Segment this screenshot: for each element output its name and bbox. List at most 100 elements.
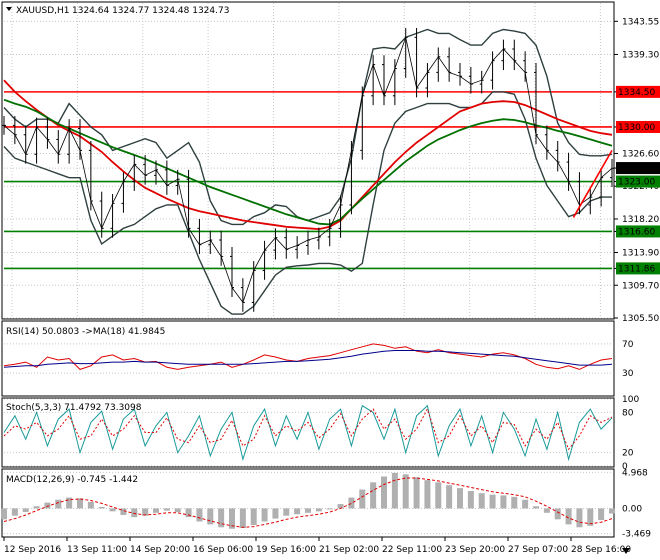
macd-histogram-bar [120, 508, 127, 515]
macd-histogram-bar [66, 497, 73, 509]
macd-histogram-bar [1, 508, 7, 520]
x-tick-label: 23 Sep 20:00 [445, 545, 505, 555]
dropdown-triangle-icon[interactable] [6, 7, 12, 11]
x-tick-label: 14 Sep 20:00 [130, 545, 190, 555]
ohlc-readout: 1324.64 1324.77 1324.48 1324.73 [72, 6, 229, 16]
resistance-label-bg [616, 85, 660, 98]
macd-histogram-bar [272, 508, 279, 519]
moving-average-green-line [3, 98, 613, 226]
macd-tick-label: -3.469 [622, 530, 651, 540]
macd-histogram-bar [554, 508, 561, 520]
price-tick-label: 1309.70 [622, 281, 659, 291]
x-tick-label: 19 Sep 16:00 [256, 545, 316, 555]
macd-histogram-bar [261, 508, 268, 522]
current-price-bg [616, 162, 660, 175]
macd-histogram-bar [337, 504, 344, 509]
macd-histogram-bar [435, 482, 442, 509]
macd-histogram-bar [109, 508, 116, 512]
rsi-layer: 70 30 [3, 340, 634, 379]
resistance-label-bg [616, 120, 660, 133]
rsi-line [3, 343, 613, 370]
macd-histogram-bar [218, 508, 225, 528]
macd-histogram-bar [370, 482, 377, 509]
macd-histogram-bar [250, 508, 257, 526]
macd-histogram-bar [174, 508, 181, 513]
x-tick-label: 16 Sep 06:00 [193, 545, 253, 555]
stoch-tick-label: 20 [622, 449, 634, 459]
current-price-label: 1324.73 [618, 164, 655, 174]
macd-histogram-bar [315, 508, 322, 512]
macd-histogram-bar [163, 508, 170, 511]
price-tick-label: 1343.55 [622, 17, 659, 27]
bollinger-lower-line [3, 91, 612, 315]
x-tick-label: 28 Sep 16:00 [571, 545, 631, 555]
macd-histogram-bar [424, 480, 431, 509]
support-label-bg [616, 225, 660, 238]
macd-histogram-bar [55, 499, 62, 509]
macd-histogram-bar [283, 508, 290, 516]
macd-histogram-bar [359, 489, 366, 509]
stoch-panel-frame [1, 397, 615, 468]
macd-histogram-bar [196, 508, 203, 522]
macd-histogram-bar [305, 508, 311, 513]
macd-histogram-bar [467, 491, 474, 509]
macd-tick-label: 0.00 [622, 504, 642, 514]
rsi-title: RSI(14) 50.0803 ->MA(18) 41.9845 [6, 327, 165, 337]
macd-histogram-bar [33, 506, 40, 509]
macd-histogram-bar [77, 498, 83, 509]
macd-histogram-bar [229, 508, 235, 529]
rsi-tick-label: 30 [622, 369, 634, 379]
moving-average-red-line [3, 79, 613, 231]
macd-histogram-bar [576, 508, 583, 528]
stoch-title: Stoch(5,3,3) 71.4792 73.3098 [6, 403, 142, 413]
x-tick-label: 27 Sep 07:00 [508, 545, 568, 555]
macd-histogram-bar [457, 488, 463, 509]
macd-histogram-bar [489, 494, 496, 509]
support-label-bg [616, 175, 660, 188]
macd-histogram-bar [185, 508, 192, 518]
macd-histogram-bar [587, 508, 594, 526]
macd-signal-line [3, 477, 613, 528]
macd-histogram-bar [543, 508, 550, 513]
macd-histogram-bar [44, 502, 51, 509]
rsi-tick-label: 70 [622, 340, 634, 350]
stoch-tick-label: 0 [622, 462, 628, 472]
support-label-bg [616, 262, 660, 275]
macd-histogram-bar [326, 508, 333, 510]
macd-histogram-bar [98, 506, 105, 509]
price-axis: 1343.55 1339.30 1334.50 1330.00 1326.60 1324.… [614, 17, 660, 324]
scroll-arrow-icon [622, 548, 630, 554]
resistance-label: 1334.50 [618, 88, 655, 98]
macd-title: MACD(12,26,9) -0.745 -1.442 [6, 475, 138, 485]
support-label: 1316.60 [618, 227, 655, 237]
macd-histogram-bar [511, 496, 518, 509]
symbol-label: XAUUSD,H1 [16, 6, 70, 16]
macd-histogram-bar [87, 501, 94, 509]
macd-histogram-bar [153, 508, 159, 513]
macd-histogram-bar [391, 472, 398, 509]
macd-histogram-bar [522, 499, 529, 509]
x-tick-label: 12 Sep 2016 [4, 545, 61, 555]
macd-histogram-bar [207, 508, 214, 525]
stoch-signal-line [3, 407, 613, 451]
trendline [572, 149, 613, 218]
stoch-layer: 100 80 20 0 [3, 395, 639, 472]
macd-histogram-bar [609, 508, 615, 514]
macd-histogram-bar [22, 508, 29, 513]
x-tick-label: 21 Sep 02:00 [319, 545, 379, 555]
stoch-tick-label: 80 [622, 408, 634, 418]
resistance-label: 1330.00 [618, 123, 655, 133]
x-tick-label: 13 Sep 11:00 [67, 545, 127, 555]
price-tick-label: 1305.50 [622, 314, 659, 324]
macd-histogram-bar [402, 474, 409, 509]
price-tick-label: 1339.30 [622, 50, 659, 60]
macd-histogram-bar [478, 493, 485, 509]
price-close-line [3, 35, 613, 304]
support-label: 1311.86 [618, 264, 655, 274]
x-axis: 12 Sep 2016 13 Sep 11:00 14 Sep 20:00 16 Se… [3, 537, 631, 555]
macd-histogram-bar [239, 508, 246, 529]
macd-histogram-bar [598, 508, 605, 521]
macd-histogram-bar [294, 508, 301, 515]
support-label: 1323.00 [618, 178, 655, 188]
